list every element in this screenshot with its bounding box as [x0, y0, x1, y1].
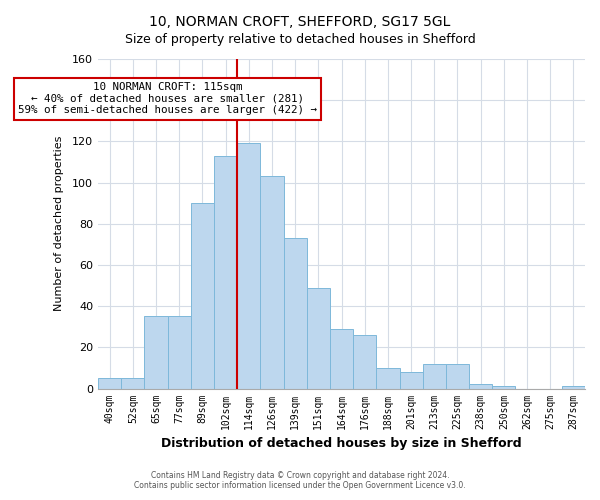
- Bar: [562, 386, 585, 388]
- Bar: [121, 378, 145, 388]
- Bar: [145, 316, 167, 388]
- Bar: [167, 316, 191, 388]
- Bar: [446, 364, 469, 388]
- Bar: [307, 288, 330, 388]
- Bar: [260, 176, 284, 388]
- Bar: [422, 364, 446, 388]
- Y-axis label: Number of detached properties: Number of detached properties: [54, 136, 64, 312]
- Text: Size of property relative to detached houses in Shefford: Size of property relative to detached ho…: [125, 32, 475, 46]
- Bar: [98, 378, 121, 388]
- Text: 10, NORMAN CROFT, SHEFFORD, SG17 5GL: 10, NORMAN CROFT, SHEFFORD, SG17 5GL: [149, 15, 451, 29]
- X-axis label: Distribution of detached houses by size in Shefford: Distribution of detached houses by size …: [161, 437, 522, 450]
- Bar: [330, 329, 353, 388]
- Bar: [237, 144, 260, 388]
- Bar: [353, 335, 376, 388]
- Text: Contains HM Land Registry data © Crown copyright and database right 2024.
Contai: Contains HM Land Registry data © Crown c…: [134, 470, 466, 490]
- Bar: [284, 238, 307, 388]
- Bar: [376, 368, 400, 388]
- Bar: [492, 386, 515, 388]
- Bar: [400, 372, 422, 388]
- Bar: [191, 203, 214, 388]
- Bar: [214, 156, 237, 388]
- Bar: [469, 384, 492, 388]
- Text: 10 NORMAN CROFT: 115sqm
← 40% of detached houses are smaller (281)
59% of semi-d: 10 NORMAN CROFT: 115sqm ← 40% of detache…: [18, 82, 317, 116]
